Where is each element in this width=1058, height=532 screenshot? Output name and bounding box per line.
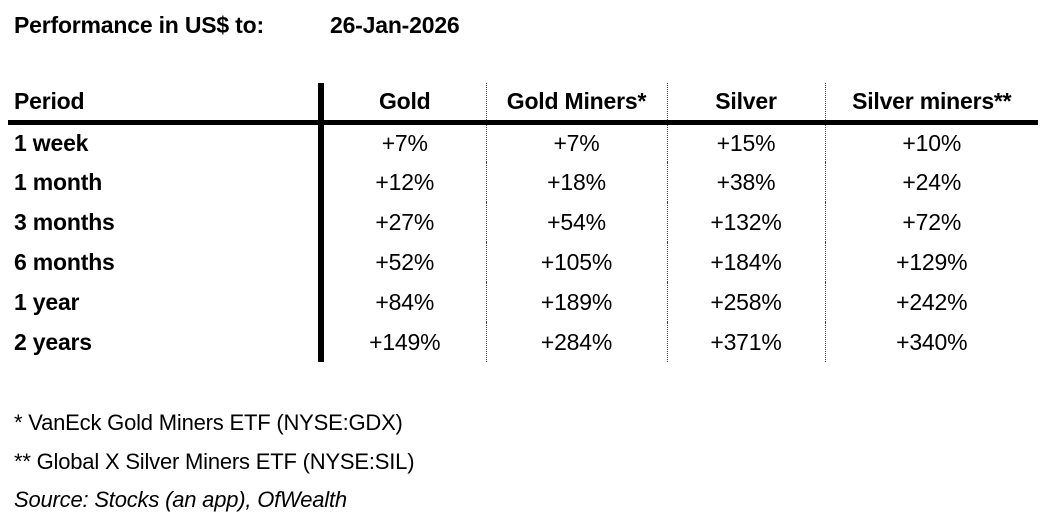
page-title: Performance in US$ to: 26-Jan-2026 [14, 12, 460, 39]
column-header-silver-miners: Silver miners** [825, 83, 1038, 125]
value-cell: +371% [667, 322, 826, 362]
value-cell: +52% [321, 242, 487, 282]
value-cell: +72% [902, 208, 962, 235]
title-label: Performance in US$ to: [14, 12, 264, 38]
period-cell: 2 years [8, 322, 324, 362]
value-cell: +15% [667, 122, 826, 162]
value-cell: +189% [486, 282, 668, 322]
period-cell: 3 months [8, 202, 324, 242]
value-cell: +7% [321, 122, 487, 162]
column-header-period: Period [8, 83, 324, 125]
value-cell: +84% [321, 282, 487, 322]
period-cell: 1 year [8, 282, 324, 322]
table-row: 3 months +27% +54% +132% +72% [8, 202, 1038, 242]
period-cell: 1 week [8, 122, 324, 162]
value-cell: +7% [486, 122, 668, 162]
table-row: 2 years +149% +284% +371% +340% [8, 322, 1038, 362]
column-header-gold: Gold [321, 83, 487, 125]
table-row: 1 month +12% +18% +38% +24% [8, 162, 1038, 202]
value-cell: +38% [667, 162, 826, 202]
performance-table: Period Gold Gold Miners* Silver Silver m… [8, 83, 1038, 362]
value-cell: +258% [667, 282, 826, 322]
footnotes-block: * VanEck Gold Miners ETF (NYSE:GDX) ** G… [14, 404, 415, 520]
source-line: Source: Stocks (an app), OfWealth [14, 487, 347, 512]
footnote-gdx: * VanEck Gold Miners ETF (NYSE:GDX) [14, 410, 403, 435]
value-cell: +132% [667, 202, 826, 242]
value-cell: +54% [486, 202, 668, 242]
value-cell: +12% [321, 162, 487, 202]
period-cell: 6 months [8, 242, 324, 282]
table-header-row: Period Gold Gold Miners* Silver Silver m… [8, 83, 1038, 125]
column-header-silver: Silver [667, 83, 826, 125]
column-header-gold-miners: Gold Miners* [486, 83, 668, 125]
footnote-sil: ** Global X Silver Miners ETF (NYSE:SIL) [14, 448, 415, 474]
value-cell: +184% [667, 242, 826, 282]
value-cell: +340% [896, 328, 968, 355]
table-row: 6 months +52% +105% +184% +129% [8, 242, 1038, 282]
table-row: 1 week +7% +7% +15% +10% [8, 122, 1038, 162]
period-cell: 1 month [8, 162, 324, 202]
value-cell: +149% [321, 322, 487, 362]
value-cell: +105% [486, 242, 668, 282]
title-date: 26-Jan-2026 [330, 12, 460, 38]
value-cell: +27% [321, 202, 487, 242]
value-cell: +10% [902, 129, 962, 156]
value-cell: +129% [896, 248, 968, 275]
value-cell: +24% [902, 168, 962, 195]
table-row: 1 year +84% +189% +258% +242% [8, 282, 1038, 322]
value-cell: +242% [896, 288, 968, 315]
value-cell: +18% [486, 162, 668, 202]
value-cell: +284% [486, 322, 668, 362]
